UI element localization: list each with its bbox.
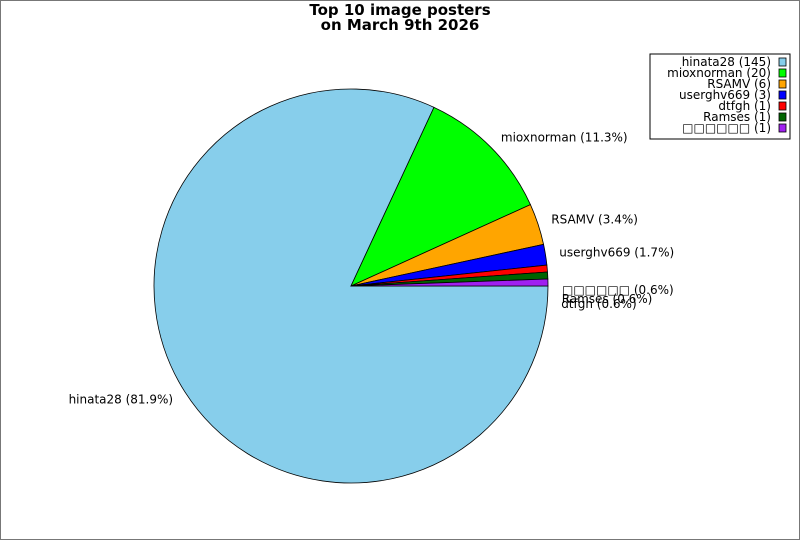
chart-title-line-1: Top 10 image posters (309, 1, 491, 19)
pie-label-item: □□□□□□ (0.6%) (562, 283, 674, 297)
chart-title: Top 10 image posters on March 9th 2026 (1, 3, 799, 33)
legend-entry-rsamv: RSAMV (6) (707, 77, 771, 91)
legend-entry-userghv669: userghv669 (3) (679, 88, 771, 102)
legend-entry-item: □□□□□□ (1) (682, 121, 771, 135)
pie-slice-mioxnorman (350, 106, 531, 287)
legend-swatch-rsamv (778, 79, 787, 89)
pie-label-userghv669: userghv669 (1.7%) (559, 245, 674, 259)
legend: hinata28 (145)mioxnorman (20)RSAMV (6)us… (649, 53, 791, 140)
chart-title-line-2: on March 9th 2026 (320, 16, 480, 34)
legend-entry-mioxnorman: mioxnorman (20) (667, 66, 771, 80)
pie-label-rsamv: RSAMV (3.4%) (551, 213, 638, 227)
pie-label-mioxnorman: mioxnorman (11.3%) (501, 131, 628, 145)
legend-entry-dtfgh: dtfgh (1) (718, 99, 771, 113)
legend-box (649, 53, 791, 140)
legend-swatch-ramses (778, 112, 787, 122)
pie-slices (153, 88, 549, 484)
legend-swatch-item (778, 123, 787, 133)
legend-entry-hinata28: hinata28 (145) (682, 55, 771, 69)
pie-label-hinata28: hinata28 (81.9%) (69, 393, 174, 407)
pie-label-dtfgh: dtfgh (0.6%) (561, 297, 636, 311)
pie-label-ramses: Ramses (0.6%) (562, 292, 653, 306)
legend-swatch-hinata28 (778, 57, 787, 67)
pie-labels: hinata28 (81.9%) mioxnorman (11.3%) RSAMV … (69, 131, 675, 407)
legend-swatch-mioxnorman (778, 68, 787, 78)
legend-swatch-userghv669 (778, 90, 787, 100)
pie-slice-item (350, 278, 549, 287)
legend-entry-ramses: Ramses (1) (703, 110, 771, 124)
legend-swatch-dtfgh (778, 101, 787, 111)
